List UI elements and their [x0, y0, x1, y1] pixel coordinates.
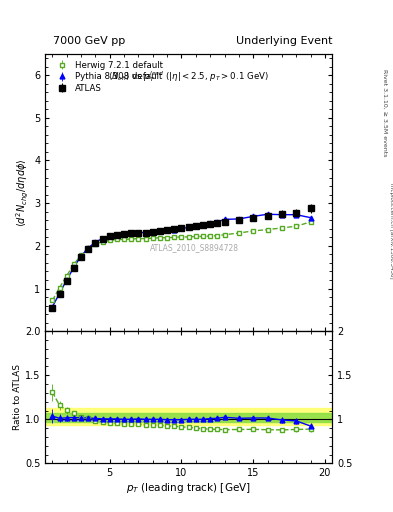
Y-axis label: $\langle d^2 N_{chg}/d\eta d\phi \rangle$: $\langle d^2 N_{chg}/d\eta d\phi \rangle…	[15, 158, 31, 227]
Text: mcplots.cern.ch [arXiv:1306.3436]: mcplots.cern.ch [arXiv:1306.3436]	[389, 183, 393, 278]
Text: Rivet 3.1.10, ≥ 3.5M events: Rivet 3.1.10, ≥ 3.5M events	[383, 69, 387, 156]
Y-axis label: Ratio to ATLAS: Ratio to ATLAS	[13, 365, 22, 430]
X-axis label: $p_T$ (leading track) [GeV]: $p_T$ (leading track) [GeV]	[126, 481, 251, 495]
Text: $\langle N_{ch}\rangle$ vs $p_T^{lead}$ ($|\eta| < 2.5$, $p_T > 0.1$ GeV): $\langle N_{ch}\rangle$ vs $p_T^{lead}$ …	[108, 69, 269, 84]
Bar	[45, 413, 332, 422]
Text: Underlying Event: Underlying Event	[235, 36, 332, 46]
Text: ATLAS_2010_S8894728: ATLAS_2010_S8894728	[150, 244, 239, 252]
Text: 7000 GeV pp: 7000 GeV pp	[53, 36, 125, 46]
Legend: Herwig 7.2.1 default, Pythia 8.308 default, ATLAS: Herwig 7.2.1 default, Pythia 8.308 defau…	[50, 58, 166, 95]
Bar	[45, 408, 332, 425]
